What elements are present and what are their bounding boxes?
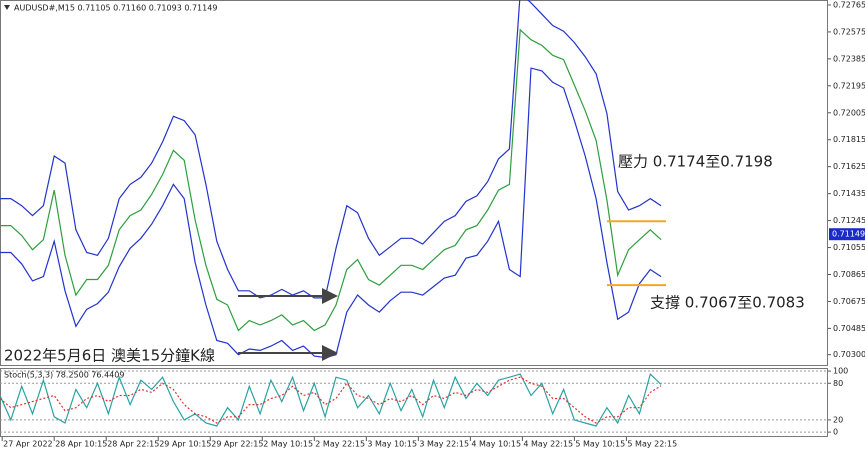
series-line — [0, 28, 662, 332]
price-box — [829, 228, 865, 241]
series-line — [0, 376, 662, 424]
y-tick-label: 0.70675 — [833, 297, 865, 306]
price-label: 0.71149 — [832, 230, 865, 239]
y-tick-label: 0 — [833, 428, 838, 437]
y-tick-label: 0.71435 — [833, 189, 865, 198]
y-tick-label: 0.72765 — [833, 0, 865, 9]
x-tick-label: 3 May 22:15 — [419, 440, 469, 449]
resistance-note: 壓力 0.7174至0.7198 — [618, 153, 773, 171]
y-tick-label: 0.72575 — [833, 27, 865, 36]
series-line — [0, 0, 662, 299]
x-tick-label: 2 May 22:15 — [315, 440, 365, 449]
x-tick-label: 5 May 10:15 — [575, 440, 625, 449]
x-tick-label: 5 May 22:15 — [627, 440, 677, 449]
y-tick-label: 0.72005 — [833, 108, 865, 117]
y-tick-label: 0.71245 — [833, 216, 865, 225]
x-tick-label: 2 May 10:15 — [263, 440, 313, 449]
x-tick-label: 29 Apr 22:15 — [211, 440, 263, 449]
y-tick-label: 80 — [833, 379, 843, 388]
x-tick-label: 28 Apr 22:15 — [107, 440, 159, 449]
y-tick-label: 100 — [833, 367, 848, 376]
chart-title: AUDUSD#,M15 0.71105 0.71160 0.71093 0.71… — [14, 4, 217, 13]
y-tick-label: 0.72195 — [833, 81, 865, 90]
y-tick-label: 0.71625 — [833, 162, 865, 171]
x-tick-label: 28 Apr 10:15 — [55, 440, 107, 449]
y-tick-label: 0.71815 — [833, 135, 865, 144]
x-tick-label: 27 Apr 2022 — [3, 440, 52, 449]
panel-frame — [0, 368, 828, 437]
panel-frame — [0, 0, 828, 366]
x-tick-label: 29 Apr 10:15 — [159, 440, 211, 449]
y-tick-label: 0.70300 — [833, 350, 865, 359]
x-tick-label: 3 May 10:15 — [367, 440, 417, 449]
series-line — [0, 372, 662, 427]
y-tick-label: 0.70865 — [833, 270, 865, 279]
x-tick-label: 4 May 10:15 — [471, 440, 521, 449]
y-tick-label: 0.70485 — [833, 324, 865, 333]
y-tick-label: 20 — [833, 415, 843, 424]
support-note: 支撐 0.7067至0.7083 — [650, 294, 805, 312]
stoch-title: Stoch(5,3,3) 78.2500 76.4409 — [4, 371, 124, 380]
y-tick-label: 0.72385 — [833, 54, 865, 63]
x-tick-label: 4 May 22:15 — [523, 440, 573, 449]
date-note: 2022年5月6日 澳美15分鐘K線 — [4, 347, 215, 365]
menu-triangle — [4, 5, 10, 10]
y-tick-label: 0.71055 — [833, 243, 865, 252]
